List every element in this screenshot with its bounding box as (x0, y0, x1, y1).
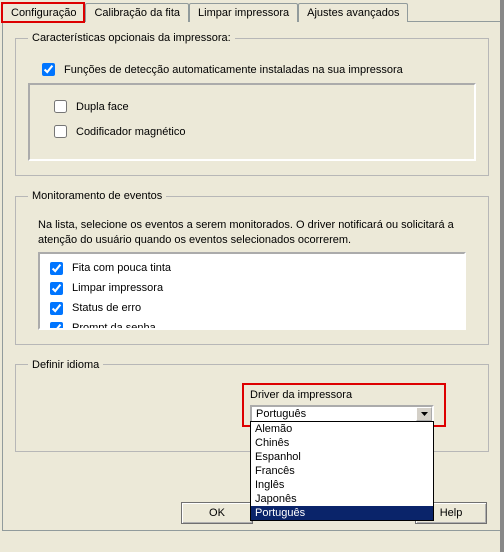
tab-highlight (1, 2, 85, 23)
dropdown-option[interactable]: Chinês (251, 436, 433, 450)
tab-configura-o[interactable]: Configuração (2, 3, 85, 22)
chevron-down-icon (421, 412, 428, 416)
label-mag-encoder: Codificador magnético (76, 126, 185, 138)
checkbox-auto-detect[interactable] (42, 63, 55, 76)
event-label: Prompt da senha (72, 322, 156, 330)
event-item[interactable]: Fita com pouca tinta (46, 259, 458, 278)
tab-limpar-impressora[interactable]: Limpar impressora (189, 3, 298, 22)
event-label: Limpar impressora (72, 282, 163, 294)
dropdown-option[interactable]: Alemão (251, 422, 433, 436)
groupbox-language-legend: Definir idioma (28, 359, 103, 371)
groupbox-optional-legend: Características opcionais da impressora: (28, 32, 235, 44)
tab-panel-configuracao: Características opcionais da impressora:… (2, 21, 502, 531)
event-label: Fita com pouca tinta (72, 262, 171, 274)
groupbox-event-monitoring: Monitoramento de eventos Na lista, selec… (15, 190, 489, 345)
dropdown-language-options[interactable]: AlemãoChinêsEspanholFrancêsInglêsJaponês… (250, 421, 434, 521)
checkbox-duplex[interactable] (54, 100, 67, 113)
optional-sunken-panel: Dupla face Codificador magnético (28, 83, 476, 161)
event-item[interactable]: Status de erro (46, 299, 458, 318)
combo-selected-text: Português (252, 407, 416, 421)
label-duplex: Dupla face (76, 101, 129, 113)
window-right-edge (500, 0, 504, 552)
tab-calibra-o-da-fita[interactable]: Calibração da fita (85, 3, 189, 22)
combo-dropdown-button[interactable] (416, 407, 432, 421)
groupbox-optional-features: Características opcionais da impressora:… (15, 32, 489, 176)
event-checkbox[interactable] (50, 262, 63, 275)
checkbox-mag-encoder[interactable] (54, 125, 67, 138)
ok-button[interactable]: OK (181, 502, 253, 524)
dropdown-option[interactable]: Francês (251, 464, 433, 478)
groupbox-language: Definir idioma Driver da impressora Port… (15, 359, 489, 452)
groupbox-events-legend: Monitoramento de eventos (28, 190, 166, 202)
event-item[interactable]: Prompt da senha (46, 319, 458, 330)
tab-strip: ConfiguraçãoCalibração da fitaLimpar imp… (0, 0, 504, 21)
dropdown-option[interactable]: Japonês (251, 492, 433, 506)
event-item[interactable]: Limpar impressora (46, 279, 458, 298)
dropdown-option[interactable]: Português (251, 506, 433, 520)
events-description: Na lista, selecione os eventos a serem m… (38, 218, 466, 248)
event-checkbox[interactable] (50, 282, 63, 295)
dropdown-option[interactable]: Inglês (251, 478, 433, 492)
events-listbox[interactable]: Fita com pouca tinta Limpar impressora Sta… (38, 252, 466, 330)
event-checkbox[interactable] (50, 302, 63, 315)
label-printer-driver-language: Driver da impressora (250, 389, 438, 401)
dropdown-option[interactable]: Espanhol (251, 450, 433, 464)
tab-ajustes-avan-ados[interactable]: Ajustes avançados (298, 3, 408, 22)
event-checkbox[interactable] (50, 322, 63, 330)
event-label: Status de erro (72, 302, 141, 314)
label-auto-detect: Funções de detecção automaticamente inst… (64, 64, 403, 76)
